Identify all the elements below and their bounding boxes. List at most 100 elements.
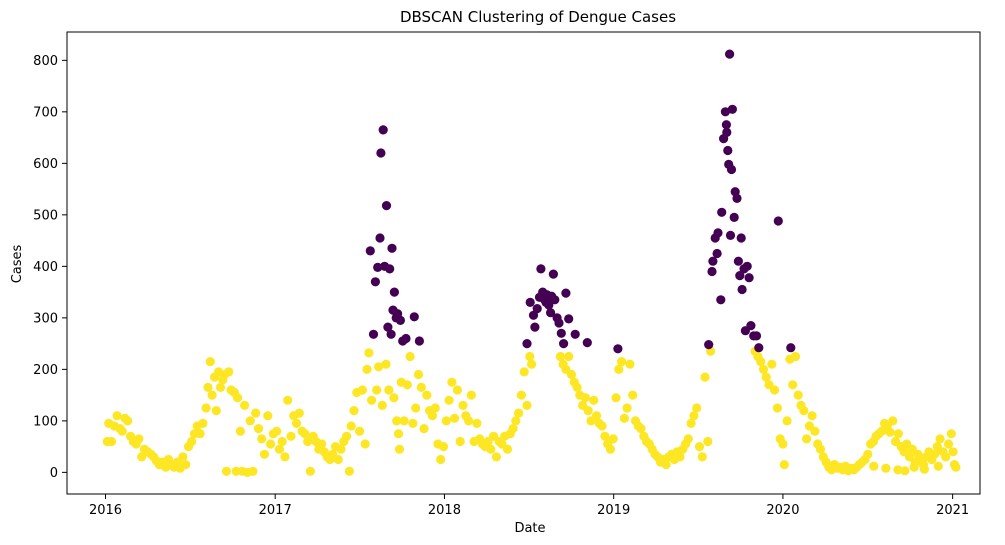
data-point: [810, 426, 820, 436]
data-point: [946, 429, 956, 439]
data-point: [207, 390, 217, 400]
data-point: [661, 460, 671, 470]
data-point: [751, 331, 762, 341]
data-point: [707, 266, 717, 277]
data-point: [863, 449, 873, 459]
data-point: [381, 201, 392, 211]
data-point: [300, 429, 310, 439]
data-point: [885, 427, 895, 437]
data-point: [772, 403, 783, 413]
data-point: [357, 385, 367, 395]
data-point: [782, 416, 792, 426]
data-point: [732, 193, 742, 203]
data-point: [381, 359, 391, 369]
data-point: [723, 145, 733, 156]
data-point: [570, 329, 580, 339]
data-point: [367, 395, 377, 405]
data-point: [286, 431, 296, 441]
data-point: [519, 367, 529, 377]
data-point: [387, 243, 397, 253]
data-point: [786, 343, 796, 353]
data-point: [444, 395, 454, 405]
data-point: [815, 444, 826, 454]
data-point: [374, 362, 384, 372]
data-point: [224, 367, 234, 377]
data-point: [378, 125, 388, 135]
y-tick-label: 200: [33, 363, 58, 378]
data-point: [628, 390, 638, 400]
data-point: [617, 357, 627, 367]
data-point: [486, 444, 496, 454]
data-point: [692, 403, 702, 413]
data-point: [589, 395, 599, 405]
data-point: [888, 416, 898, 426]
data-point: [333, 454, 343, 465]
data-point: [536, 264, 546, 274]
data-point: [544, 300, 554, 310]
data-point: [305, 466, 315, 476]
y-tick-label: 800: [33, 54, 58, 69]
data-point: [941, 452, 951, 462]
data-point: [935, 434, 945, 444]
data-point: [527, 359, 537, 369]
data-point: [394, 444, 405, 454]
data-point: [561, 288, 571, 298]
data-point: [195, 429, 205, 439]
data-point: [622, 403, 632, 413]
data-point: [532, 304, 542, 314]
data-point: [546, 308, 556, 318]
data-point: [522, 339, 532, 349]
data-point: [564, 314, 574, 324]
data-point: [735, 271, 745, 281]
data-point: [349, 406, 359, 416]
data-point: [272, 426, 282, 436]
data-point: [948, 447, 958, 457]
data-point: [466, 390, 476, 400]
data-point: [251, 408, 261, 418]
data-point: [712, 248, 722, 259]
data-point: [754, 343, 764, 353]
data-point: [893, 465, 903, 475]
data-point: [413, 369, 424, 380]
data-point: [294, 408, 304, 418]
data-point: [401, 333, 411, 344]
data-point: [770, 385, 780, 395]
data-point: [422, 390, 432, 400]
data-point: [694, 442, 705, 452]
data-point: [744, 273, 754, 283]
data-point: [253, 424, 264, 434]
data-point: [583, 406, 593, 416]
data-point: [758, 364, 769, 374]
data-point: [458, 400, 468, 410]
data-point: [280, 452, 290, 462]
data-point: [554, 318, 564, 328]
data-point: [360, 439, 370, 449]
data-point: [564, 351, 574, 362]
data-point: [919, 464, 930, 474]
data-point: [600, 431, 610, 441]
x-tick-label: 2020: [766, 503, 799, 518]
data-point: [376, 148, 386, 158]
data-point: [364, 348, 374, 358]
data-point: [427, 411, 437, 421]
data-point: [704, 340, 714, 350]
data-point: [346, 421, 356, 431]
data-point: [767, 359, 777, 369]
data-point: [405, 351, 415, 362]
y-axis: 0 100 200 300 400 500 600 700 800: [33, 54, 67, 481]
data-point: [411, 403, 421, 413]
data-point: [472, 418, 482, 428]
data-point: [409, 312, 419, 322]
data-point: [441, 416, 451, 426]
x-tick-label: 2016: [89, 503, 122, 518]
y-tick-label: 400: [33, 260, 58, 275]
data-point: [625, 359, 635, 369]
chart-title: DBSCAN Clustering of Dengue Cases: [400, 8, 676, 26]
data-point: [112, 411, 122, 421]
data-point: [395, 315, 405, 325]
data-point: [372, 385, 382, 395]
y-axis-label: Cases: [10, 244, 25, 283]
data-point: [385, 264, 395, 274]
data-point: [746, 321, 756, 331]
